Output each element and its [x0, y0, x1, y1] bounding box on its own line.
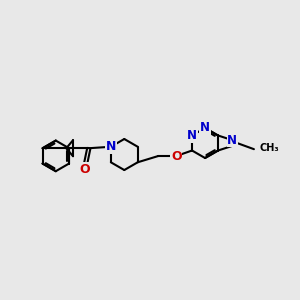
- Text: N: N: [200, 122, 210, 134]
- Text: N: N: [227, 134, 237, 147]
- Text: O: O: [171, 149, 181, 163]
- Text: N: N: [187, 129, 197, 142]
- Text: CH₃: CH₃: [259, 143, 279, 153]
- Text: N: N: [106, 140, 116, 153]
- Text: O: O: [79, 163, 90, 176]
